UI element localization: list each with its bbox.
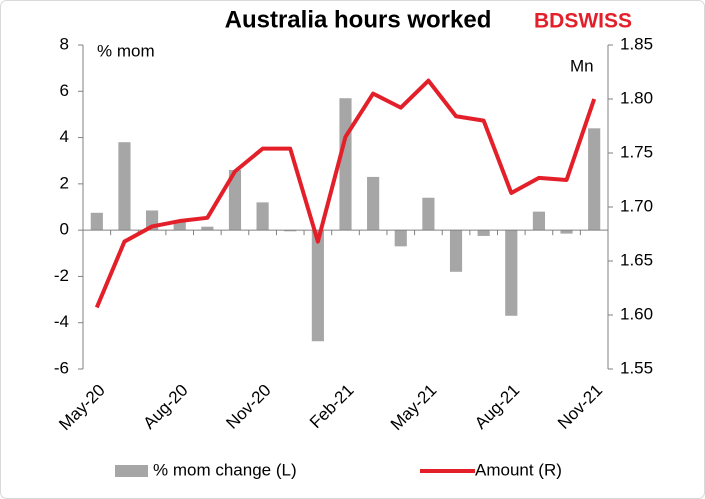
bar [422,197,435,231]
bar [339,98,352,231]
bar [201,226,214,231]
legend-swatch [115,465,148,477]
bar [560,230,573,234]
bar [228,169,242,231]
legend-label: Amount (R) [475,460,562,479]
y2-axis-label: Mn [570,56,594,75]
chart-title: Australia hours worked [225,6,492,33]
y2-tick-label: 1.65 [620,250,653,269]
bar [394,230,407,247]
bar [588,128,601,231]
y2-tick-label: 1.85 [620,34,653,53]
y2-tick-label: 1.80 [620,88,653,107]
y-axis-label: % mom [97,41,155,60]
bar [311,230,324,342]
bar [256,202,269,231]
y2-tick-label: 1.55 [620,358,653,377]
bar [505,230,518,316]
bar [90,212,103,231]
y-tick-label: 2 [60,173,69,192]
bar [284,230,297,232]
y-tick-label: 0 [60,220,69,239]
line-series [94,78,597,309]
y-tick-label: 4 [60,127,69,146]
bar [173,222,186,231]
y2-tick-label: 1.75 [620,142,653,161]
bar [477,230,490,236]
y-tick-label: -4 [54,312,69,331]
y-tick-label: 8 [60,34,69,53]
bar [449,230,463,272]
y-tick-label: 6 [60,81,69,100]
bar [367,176,380,231]
y2-tick-label: 1.70 [620,196,653,215]
y-tick-label: -2 [54,266,69,285]
legend-label: % mom change (L) [153,460,297,479]
y2-tick-label: 1.60 [620,304,653,323]
y-tick-label: -6 [54,358,69,377]
bar [532,211,545,231]
bar [118,142,131,231]
logo: BDSWISS [534,10,632,33]
